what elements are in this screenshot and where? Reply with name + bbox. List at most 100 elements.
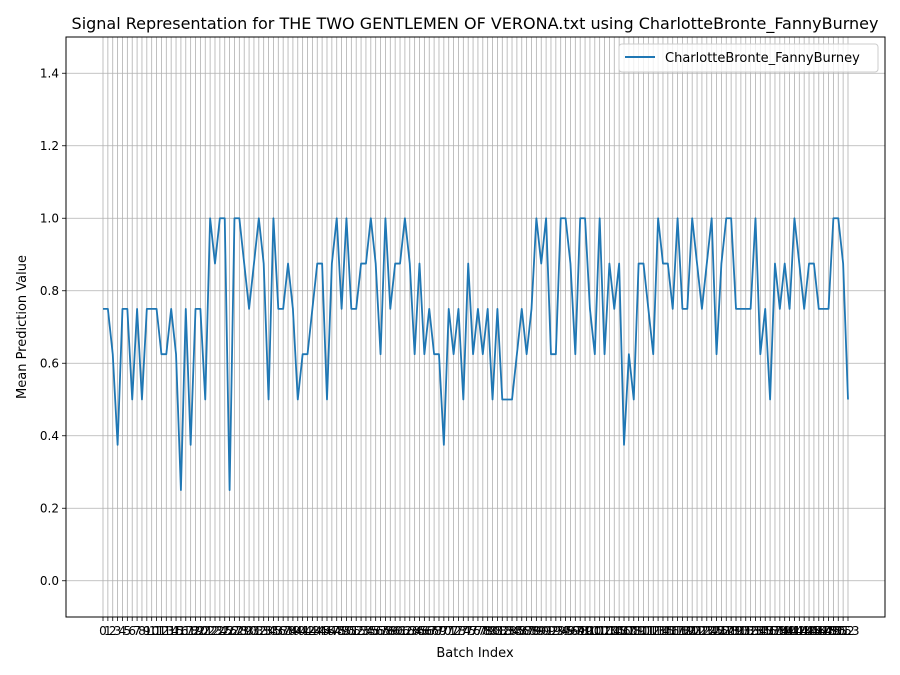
- x-tick-label: 90: [534, 624, 549, 638]
- x-tick-label: 91: [538, 624, 553, 638]
- x-tick-label: 123: [690, 624, 713, 638]
- legend: CharlotteBronte_FannyBurney: [618, 43, 879, 73]
- x-tick-label: 60: [388, 624, 403, 638]
- x-tick-label: 40: [290, 624, 305, 638]
- x-tick-label: 57: [373, 624, 388, 638]
- x-tick-label: 18: [183, 624, 198, 638]
- chart-title: Signal Representation for THE TWO GENTLE…: [72, 14, 879, 34]
- x-tick-label: 15: [168, 624, 183, 638]
- x-tick-label: 149: [817, 624, 840, 638]
- x-tick-label: 59: [383, 624, 398, 638]
- x-tick-label: 78: [475, 624, 490, 638]
- y-tick-label: 0.2: [40, 501, 59, 515]
- y-tick-label: 0.8: [40, 284, 59, 298]
- x-tick-label: 11: [149, 624, 164, 638]
- x-tick-label: 100: [578, 624, 601, 638]
- x-tick-label: 6: [128, 624, 136, 638]
- x-tick-label: 5: [124, 624, 132, 638]
- x-tick-label: 143: [788, 624, 811, 638]
- x-tick-label: 98: [573, 624, 588, 638]
- x-tick-label: 39: [285, 624, 300, 638]
- x-tick-label: 61: [392, 624, 407, 638]
- x-tick-label: 56: [368, 624, 383, 638]
- x-tick-label: 124: [695, 624, 718, 638]
- x-tick-label: 36: [271, 624, 286, 638]
- x-tick-label: 73: [451, 624, 466, 638]
- x-tick-label: 109: [622, 624, 645, 638]
- x-tick-label: 97: [568, 624, 583, 638]
- x-tick-label: 138: [764, 624, 787, 638]
- x-tick-label: 81: [490, 624, 505, 638]
- x-tick-label: 115: [652, 624, 675, 638]
- x-tick-label: 118: [666, 624, 689, 638]
- x-tick-label: 94: [553, 624, 568, 638]
- x-tick-label: 54: [358, 624, 373, 638]
- x-tick-label: 116: [656, 624, 679, 638]
- x-tick-label: 151: [827, 624, 850, 638]
- legend-label: CharlotteBronte_FannyBurney: [665, 51, 860, 66]
- x-tick-label: 64: [407, 624, 422, 638]
- x-tick-label: 23: [207, 624, 222, 638]
- x-tick-label: 47: [324, 624, 339, 638]
- x-tick-label: 76: [465, 624, 480, 638]
- x-tick-label: 141: [778, 624, 801, 638]
- x-tick-label: 26: [222, 624, 237, 638]
- x-tick-label: 107: [613, 624, 636, 638]
- x-tick-label: 99: [577, 624, 592, 638]
- x-tick-label: 127: [710, 624, 733, 638]
- x-tick-label: 25: [217, 624, 232, 638]
- x-tick-label: 145: [798, 624, 821, 638]
- x-tick-label: 31: [246, 624, 261, 638]
- x-tick-label: 150: [822, 624, 845, 638]
- x-tick-label: 130: [725, 624, 748, 638]
- x-tick-label: 38: [280, 624, 295, 638]
- y-axis-label: Mean Prediction Value: [15, 255, 30, 399]
- y-tick-label: 1.2: [40, 139, 59, 153]
- x-tick-label: 132: [734, 624, 757, 638]
- x-tick-label: 55: [363, 624, 378, 638]
- x-tick-label: 121: [681, 624, 704, 638]
- x-tick-label: 95: [558, 624, 573, 638]
- x-tick-label: 133: [739, 624, 762, 638]
- y-tick-label: 1.0: [40, 211, 59, 225]
- x-tick-label: 41: [295, 624, 310, 638]
- x-tick-label: 32: [251, 624, 266, 638]
- x-tick-label: 63: [402, 624, 417, 638]
- x-tick-label: 20: [193, 624, 208, 638]
- x-tick-label: 77: [470, 624, 485, 638]
- x-tick-label: 9: [143, 624, 151, 638]
- x-tick-label: 45: [314, 624, 329, 638]
- x-tick-label: 48: [329, 624, 344, 638]
- x-tick-label: 147: [807, 624, 830, 638]
- series-line: [103, 217, 849, 492]
- x-tick-label: 93: [548, 624, 563, 638]
- x-tick-label: 88: [524, 624, 539, 638]
- x-tick-label: 114: [647, 624, 670, 638]
- x-tick-label: 70: [436, 624, 451, 638]
- x-tick-label: 12: [154, 624, 169, 638]
- x-tick-label: 10: [144, 624, 159, 638]
- y-axis-ticks: 0.0 0.2 0.4 0.6 0.8 1.0 1.2 1.4: [40, 66, 66, 588]
- x-tick-label: 126: [705, 624, 728, 638]
- x-tick-label: 131: [729, 624, 752, 638]
- x-tick-label: 69: [431, 624, 446, 638]
- y-gridlines: [66, 72, 885, 582]
- x-tick-label: 22: [202, 624, 217, 638]
- plot-area: [65, 36, 886, 618]
- x-tick-label: 46: [319, 624, 334, 638]
- x-tick-label: 27: [227, 624, 242, 638]
- x-tick-label: 120: [676, 624, 699, 638]
- x-tick-label: 136: [754, 624, 777, 638]
- x-tick-label: 128: [715, 624, 738, 638]
- x-tick-label: 105: [603, 624, 626, 638]
- x-tick-label: 13: [159, 624, 174, 638]
- x-tick-label: 42: [300, 624, 315, 638]
- x-tick-label: 129: [720, 624, 743, 638]
- x-tick-label: 148: [812, 624, 835, 638]
- x-tick-label: 72: [446, 624, 461, 638]
- x-tick-label: 49: [334, 624, 349, 638]
- x-tick-label: 137: [759, 624, 782, 638]
- series-lines: [103, 217, 849, 492]
- x-tick-label: 117: [661, 624, 684, 638]
